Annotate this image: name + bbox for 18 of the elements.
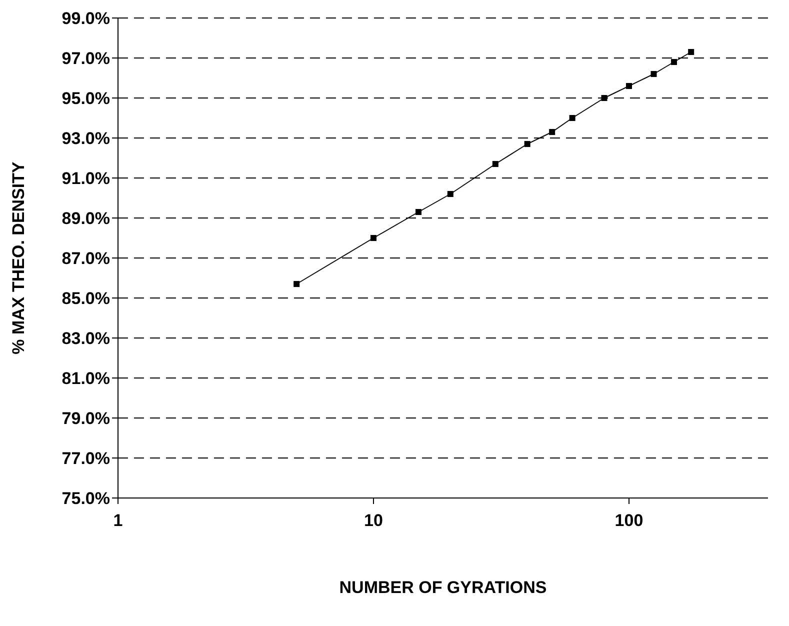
- y-tick-label: 95.0%: [62, 89, 110, 108]
- y-tick-label: 85.0%: [62, 289, 110, 308]
- y-tick-label: 81.0%: [62, 369, 110, 388]
- y-tick-label: 93.0%: [62, 129, 110, 148]
- x-tick-label: 10: [364, 511, 383, 530]
- x-tick-label: 1: [113, 511, 123, 530]
- x-axis-title: NUMBER OF GYRATIONS: [339, 578, 547, 597]
- y-tick-label: 89.0%: [62, 209, 110, 228]
- y-tick-label: 79.0%: [62, 409, 110, 428]
- y-tick-label: 77.0%: [62, 449, 110, 468]
- y-axis-title: % MAX THEO. DENSITY: [9, 160, 28, 354]
- x-tick-label: 100: [614, 511, 644, 530]
- y-tick-label: 83.0%: [62, 329, 110, 348]
- y-tick-label: 91.0%: [62, 169, 110, 188]
- y-tick-label: 75.0%: [62, 489, 110, 508]
- y-tick-label: 97.0%: [62, 49, 110, 68]
- y-tick-label: 99.0%: [62, 9, 110, 28]
- y-tick-label: 87.0%: [62, 249, 110, 268]
